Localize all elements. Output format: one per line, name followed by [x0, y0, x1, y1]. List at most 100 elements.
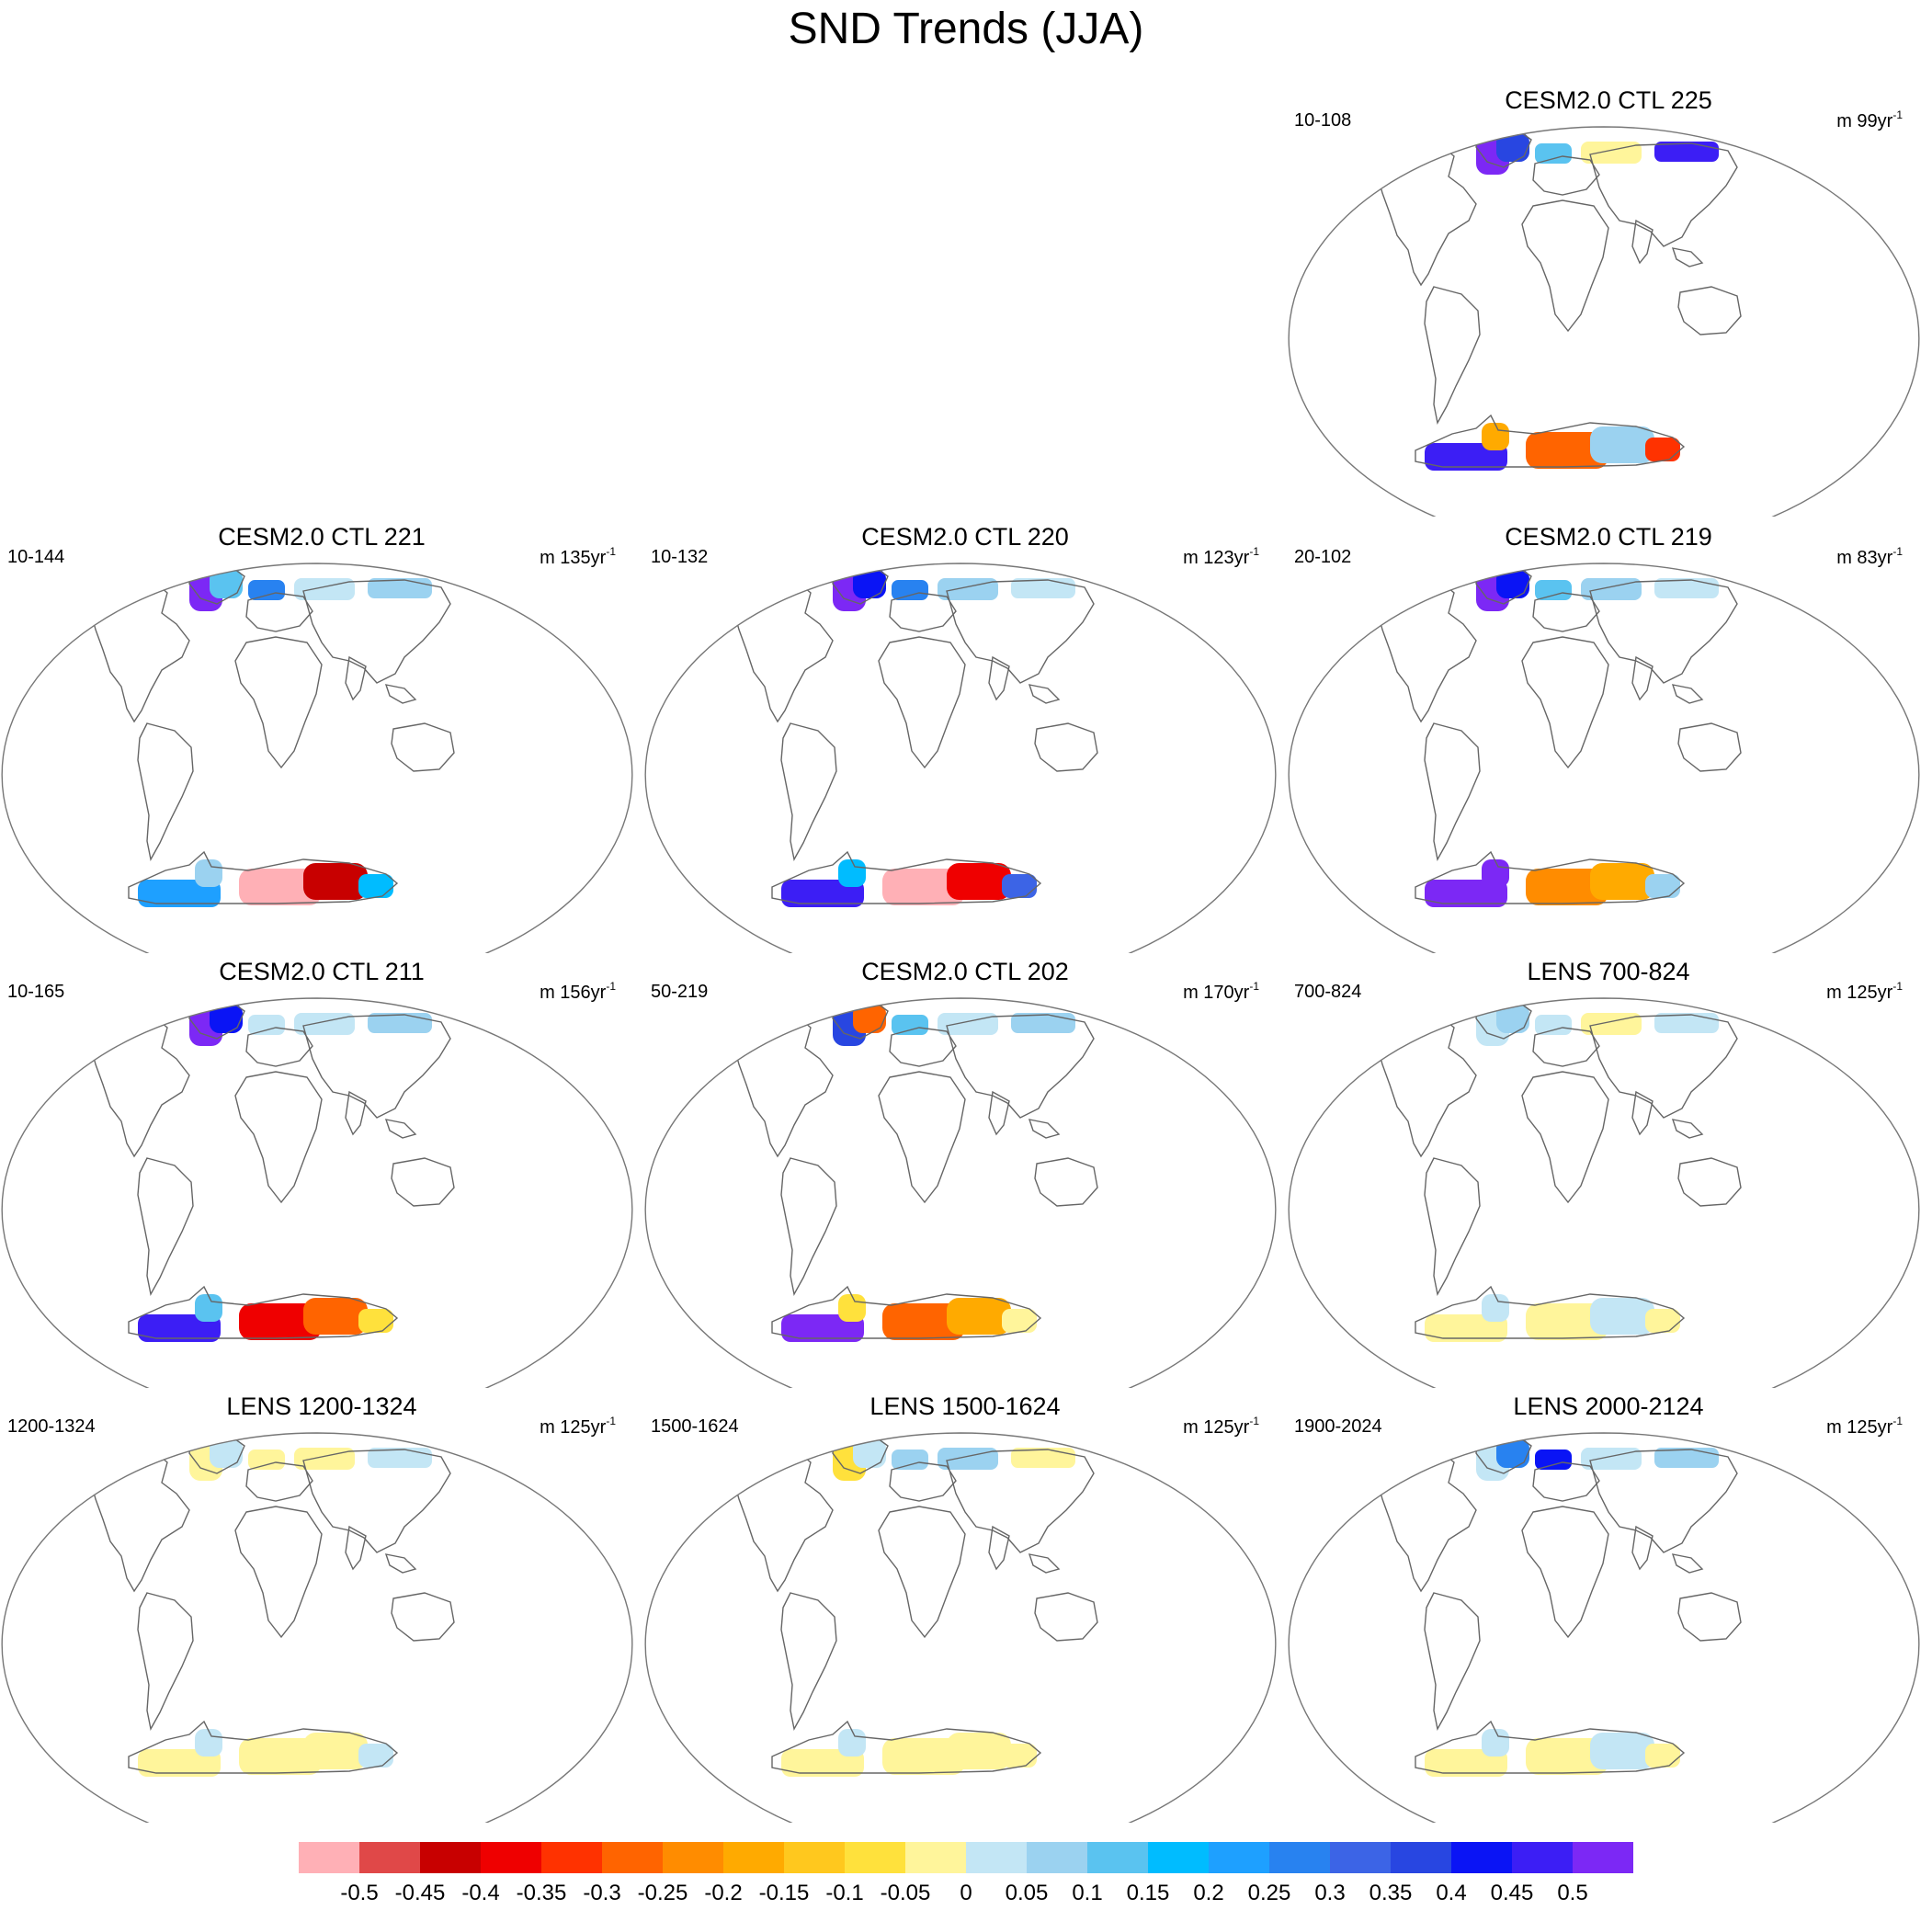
panel-ctl219: CESM2.0 CTL 219 20-102 m 83yr-1: [1287, 521, 1930, 962]
ant-patch-center: [882, 1303, 965, 1340]
ant-patch-east: [947, 1733, 1011, 1769]
coastline: [889, 1027, 957, 1067]
panel-ctl225: CESM2.0 CTL 225 10-108 m 99yr-1: [1287, 85, 1930, 526]
ant-patch-west: [138, 1749, 221, 1777]
nh-patch-greenland: [210, 1004, 243, 1033]
colorbar-box: [966, 1842, 1028, 1873]
map-outline: [1, 997, 633, 1388]
coastline: [1376, 1447, 1477, 1593]
ant-patch-west: [781, 1749, 864, 1777]
coastline: [1424, 1592, 1481, 1732]
coastline: [302, 1014, 451, 1119]
map-lens1200: [1, 1432, 633, 1823]
ant-patch-peninsula: [838, 1294, 866, 1322]
colorbar-box: [481, 1842, 542, 1873]
ant-patch-peninsula: [1482, 859, 1509, 887]
panel-trend-exponent: -1: [1249, 980, 1259, 993]
coastline: [137, 722, 194, 862]
map-outline: [1, 1432, 633, 1823]
panel-trend-length: m 99yr-1: [1836, 108, 1903, 132]
panel-trend-exponent: -1: [606, 980, 616, 993]
coastline: [1028, 1119, 1061, 1139]
colorbar-box: [905, 1842, 967, 1873]
colorbar-tick-label: 0.2: [1193, 1881, 1224, 1905]
panel-title: LENS 1500-1624: [869, 1393, 1061, 1420]
colorbar-box: [1148, 1842, 1210, 1873]
ant-patch-center: [882, 1738, 965, 1775]
nh-patch-greenland: [210, 1438, 243, 1468]
coastline: [89, 1012, 190, 1158]
panel-trend-exponent: -1: [606, 1415, 616, 1427]
ant-patch-peninsula: [195, 1729, 222, 1757]
nh-patch-scandinavia: [1535, 1450, 1572, 1470]
coastline: [384, 684, 417, 704]
coastline: [946, 1014, 1095, 1119]
colorbar-tick-label: 0.5: [1557, 1881, 1588, 1905]
colorbar-box: [420, 1842, 482, 1873]
colorbar-box: [602, 1842, 664, 1873]
map-lens700: [1288, 997, 1920, 1388]
map-ctl221: [1, 563, 633, 953]
nh-patch-scandinavia: [248, 1450, 285, 1470]
colorbar-tick-label: 0.05: [1005, 1881, 1049, 1905]
ant-patch-peninsula: [1482, 1729, 1509, 1757]
colorbar-labels: -0.5 -0.45 -0.4 -0.35 -0.3 -0.25 -0.2 -0.15 -0.1…: [299, 1881, 1633, 1908]
coastline: [1677, 1157, 1742, 1207]
nh-patch-greenland: [853, 1438, 886, 1468]
coastline: [780, 1157, 837, 1297]
ant-patch-peninsula: [1482, 423, 1509, 450]
panel-year-range: 50-219: [651, 982, 709, 1002]
panel-title: CESM2.0 CTL 202: [861, 958, 1069, 985]
ant-patch-east: [1590, 1298, 1654, 1335]
coastline: [302, 1449, 451, 1553]
nh-patch-siberia-east: [1654, 578, 1719, 598]
coastline: [234, 1071, 323, 1204]
ant-patch-peninsula: [195, 1294, 222, 1322]
ant-patch-east: [303, 1298, 368, 1335]
coastline: [1415, 850, 1686, 904]
panel-lens1500: LENS 1500-1624 1500-1624 m 125yr-1: [643, 1391, 1287, 1832]
nh-patch-scandinavia: [248, 1015, 285, 1035]
colorbar-box: [1451, 1842, 1513, 1873]
coastline: [889, 592, 957, 632]
nh-patch-greenland: [1496, 1438, 1529, 1468]
coastline: [245, 1461, 313, 1502]
colorbar-box: [784, 1842, 846, 1873]
panel-trend-exponent: -1: [1249, 1415, 1259, 1427]
ant-patch-edge: [1645, 1744, 1680, 1768]
nh-patch-scandinavia: [1535, 580, 1572, 600]
nh-patch-greenland: [853, 1004, 886, 1033]
panel-ctl211: CESM2.0 CTL 211 10-165 m 156yr-1: [0, 956, 643, 1397]
ant-patch-peninsula: [838, 1729, 866, 1757]
map-ctl219: [1288, 563, 1920, 953]
coastline: [234, 1506, 323, 1639]
panel-year-range: 1500-1624: [651, 1416, 739, 1437]
ant-patch-center: [239, 1738, 322, 1775]
panel-lens1200: LENS 1200-1324 1200-1324 m 125yr-1: [0, 1391, 643, 1832]
ant-patch-east: [303, 863, 368, 900]
panel-trend-prefix: m 123yr: [1183, 548, 1250, 568]
coastline: [1521, 1506, 1609, 1639]
nh-patch-scandinavia: [892, 1015, 928, 1035]
coastline: [1376, 141, 1477, 287]
coastline: [946, 1449, 1095, 1553]
coastline: [771, 1285, 1042, 1339]
ant-patch-west: [1425, 880, 1507, 907]
panel-year-range: 700-824: [1294, 982, 1362, 1002]
coastline: [988, 1525, 1010, 1571]
panel-ctl202: CESM2.0 CTL 202 50-219 m 170yr-1: [643, 956, 1287, 1397]
panel-trend-length: m 156yr-1: [540, 980, 616, 1004]
panel-year-range: 10-108: [1294, 110, 1352, 131]
coastline: [1521, 199, 1609, 333]
panel-title: LENS 2000-2124: [1513, 1393, 1704, 1420]
ant-patch-edge: [1645, 438, 1680, 461]
ant-patch-east: [947, 863, 1011, 900]
map-outline: [1288, 1432, 1920, 1823]
coastline: [345, 655, 367, 701]
panel-trend-prefix: m 125yr: [1826, 1417, 1893, 1438]
nh-patch-siberia-east: [1654, 142, 1719, 162]
nh-patch-scandinavia: [892, 1450, 928, 1470]
coastline: [1589, 1449, 1738, 1553]
panel-title: CESM2.0 CTL 225: [1505, 86, 1712, 114]
coastline: [128, 1720, 399, 1774]
